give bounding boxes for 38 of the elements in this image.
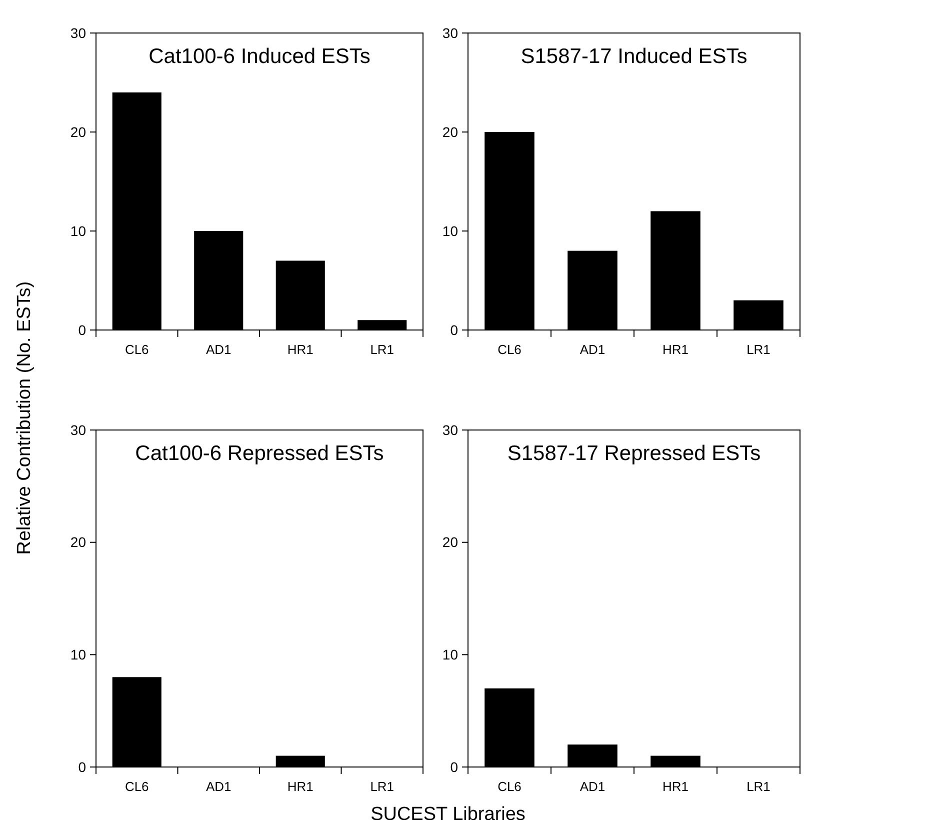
x-tick-label: LR1 (746, 779, 770, 794)
text: S1587-17 Repressed ESTs (507, 442, 761, 465)
text: Cat100-6 Repressed ESTs (135, 442, 384, 465)
x-tick-label: CL6 (498, 342, 522, 357)
x-tick-label: HR1 (662, 342, 689, 357)
y-tick-label: 10 (70, 646, 86, 663)
y-tick-label: 10 (442, 222, 458, 239)
x-tick-label: LR1 (746, 342, 770, 357)
y-tick-label: 20 (70, 534, 86, 550)
x-tick-label: AD1 (206, 342, 232, 357)
x-tick-label: LR1 (370, 342, 394, 357)
y-tick-label: 20 (442, 534, 458, 550)
x-tick-label: CL6 (124, 342, 149, 357)
x-tick-label: LR1 (370, 779, 394, 794)
x-axis-title: SUCEST Libraries (370, 804, 526, 820)
x-tick-label: CL6 (498, 779, 522, 794)
y-tick-label: 30 (442, 422, 458, 438)
y-tick-label: 30 (442, 24, 458, 41)
text: S1587-17 Induced ESTs (520, 45, 748, 68)
y-tick-label: 0 (78, 758, 86, 775)
y-tick-label: 20 (442, 124, 458, 140)
x-tick-label: AD1 (580, 779, 606, 794)
y-tick-label: 0 (78, 322, 86, 338)
y-tick-label: 0 (450, 322, 458, 338)
x-tick-label: HR1 (287, 779, 314, 794)
x-tick-label: HR1 (662, 779, 689, 794)
y-axis-title: Relative Contribution (No. ESTs) (14, 281, 35, 555)
y-tick-label: 30 (70, 24, 86, 41)
x-tick-label: CL6 (124, 779, 149, 794)
y-tick-label: 30 (70, 422, 86, 438)
y-tick-label: 10 (442, 646, 458, 663)
y-tick-label: 0 (450, 758, 458, 775)
x-tick-label: AD1 (206, 779, 232, 794)
x-tick-label: AD1 (580, 342, 606, 357)
y-tick-label: 20 (70, 124, 86, 140)
x-tick-label: HR1 (287, 342, 314, 357)
text: Cat100-6 Induced ESTs (148, 45, 370, 68)
y-tick-label: 10 (70, 222, 86, 239)
